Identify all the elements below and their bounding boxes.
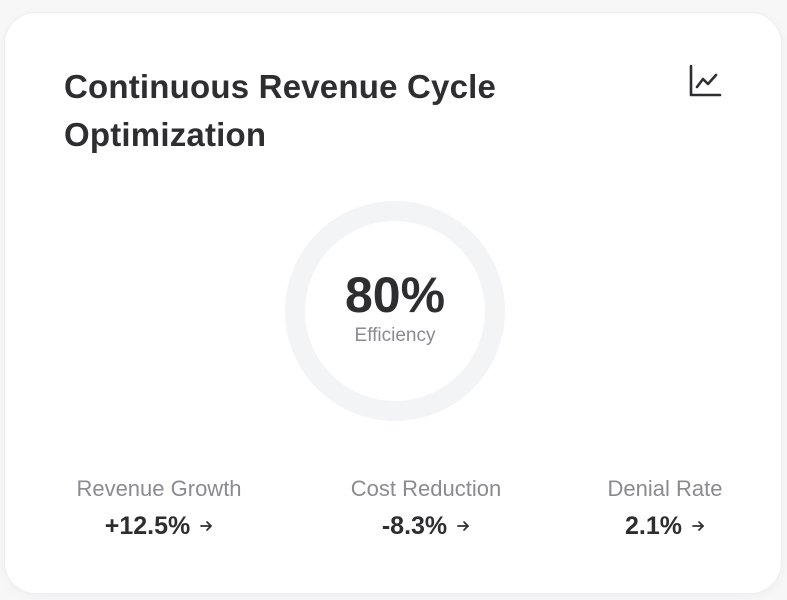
revenue-cycle-card: Continuous Revenue Cycle Optimization 80… (4, 12, 782, 594)
metric-cost-reduction: Cost Reduction -8.3% (335, 473, 517, 543)
metric-label: Denial Rate (607, 476, 723, 501)
efficiency-gauge: 80% Efficiency (283, 199, 507, 423)
arrow-right-icon (199, 519, 213, 533)
metric-value: 2.1% (625, 512, 682, 540)
metric-value: +12.5% (104, 512, 191, 540)
card-title: Continuous Revenue Cycle Optimization (64, 68, 497, 153)
efficiency-ring (285, 201, 505, 421)
metric-denial-rate: Denial Rate 2.1% (595, 473, 735, 543)
arrow-right-icon (456, 519, 470, 533)
metric-label: Revenue Growth (76, 476, 242, 501)
efficiency-value: 80% (344, 267, 446, 323)
line-chart-icon (688, 64, 722, 103)
metric-value: -8.3% (381, 512, 448, 540)
metric-label: Cost Reduction (350, 476, 502, 501)
arrow-right-icon (691, 519, 705, 533)
metric-value-link[interactable]: +12.5% (105, 509, 214, 543)
efficiency-label: Efficiency (354, 325, 436, 346)
gauge-center: 80% Efficiency (283, 199, 507, 423)
metric-value-link[interactable]: -8.3% (382, 509, 470, 543)
chart-view-button[interactable] (685, 63, 725, 103)
metric-revenue-growth: Revenue Growth +12.5% (65, 473, 253, 543)
metric-value-link[interactable]: 2.1% (625, 509, 705, 543)
